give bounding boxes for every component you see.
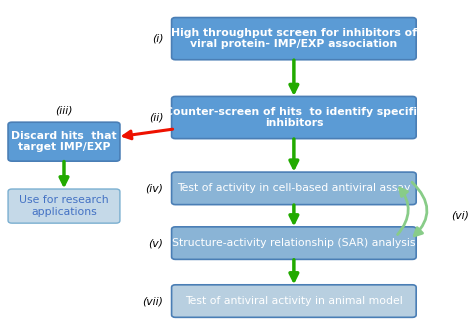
- Text: Test of antiviral activity in animal model: Test of antiviral activity in animal mod…: [185, 296, 403, 306]
- FancyBboxPatch shape: [8, 122, 120, 161]
- FancyBboxPatch shape: [172, 17, 416, 60]
- Text: Test of activity in cell-based antiviral assay: Test of activity in cell-based antiviral…: [177, 183, 410, 194]
- FancyBboxPatch shape: [172, 172, 416, 205]
- FancyBboxPatch shape: [172, 285, 416, 317]
- FancyBboxPatch shape: [172, 227, 416, 260]
- Text: Counter-screen of hits  to identify specific
inhibitors: Counter-screen of hits to identify speci…: [164, 107, 423, 128]
- Text: High throughput screen for inhibitors of
viral protein- IMP/EXP association: High throughput screen for inhibitors of…: [171, 28, 417, 50]
- Text: (v): (v): [149, 238, 164, 248]
- Text: (i): (i): [152, 33, 164, 44]
- FancyBboxPatch shape: [172, 97, 416, 139]
- Text: (ii): (ii): [149, 112, 164, 123]
- Text: Structure-activity relationship (SAR) analysis: Structure-activity relationship (SAR) an…: [172, 238, 416, 248]
- Text: (iii): (iii): [55, 105, 73, 115]
- FancyBboxPatch shape: [8, 189, 120, 223]
- Text: Use for research
applications: Use for research applications: [19, 195, 109, 217]
- Text: (iv): (iv): [146, 183, 164, 194]
- Text: (vi): (vi): [451, 211, 469, 221]
- Text: Discard hits  that
target IMP/EXP: Discard hits that target IMP/EXP: [11, 131, 117, 153]
- Text: (vii): (vii): [143, 296, 164, 306]
